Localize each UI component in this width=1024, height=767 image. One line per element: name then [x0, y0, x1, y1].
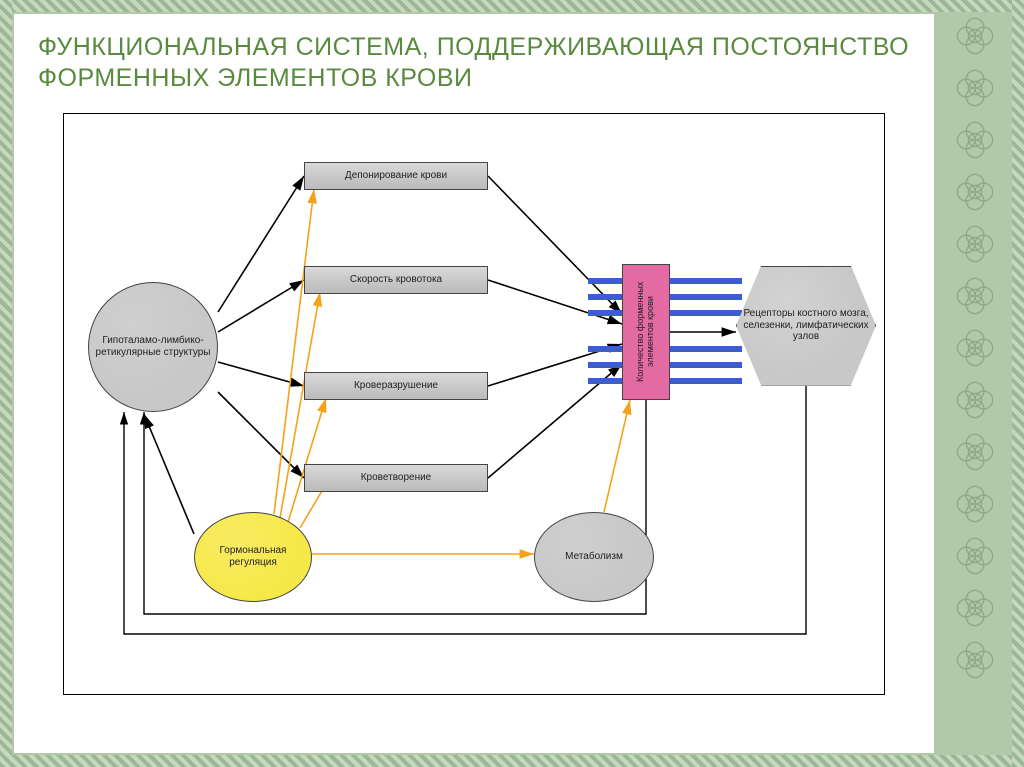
ornament-icon	[953, 482, 997, 526]
blue-band	[588, 294, 622, 300]
ornament-icon	[953, 14, 997, 58]
node-metabolism: Метаболизм	[534, 512, 654, 602]
node-label: Количество форменных элементов крови	[636, 268, 656, 396]
blue-band	[670, 278, 742, 284]
border-bottom	[0, 755, 1024, 767]
blue-band	[670, 294, 742, 300]
node-destruction: Кроверазрушение	[304, 372, 488, 400]
ornament-icon	[953, 430, 997, 474]
ornament-column	[940, 14, 1010, 753]
ornament-icon	[953, 326, 997, 370]
ornament-icon	[953, 586, 997, 630]
node-quantity: Количество форменных элементов крови	[622, 264, 670, 400]
blue-band	[588, 362, 622, 368]
blue-band	[670, 310, 742, 316]
ornament-icon	[953, 170, 997, 214]
blue-band	[588, 278, 622, 284]
node-receptors: Рецепторы костного мозга, селезенки, лим…	[736, 266, 876, 386]
ornament-icon	[953, 118, 997, 162]
blue-band	[670, 378, 742, 384]
border-left	[0, 0, 12, 767]
ornament-icon	[953, 638, 997, 682]
border-right	[1012, 0, 1024, 767]
blue-band	[670, 346, 742, 352]
node-speed: Скорость кровотока	[304, 266, 488, 294]
diagram: Гипоталамо-лимбико-ретикулярные структур…	[63, 113, 885, 695]
node-deposit: Депонирование крови	[304, 162, 488, 190]
diagram-edges	[64, 114, 884, 694]
node-hypothalamo: Гипоталамо-лимбико-ретикулярные структур…	[88, 282, 218, 412]
ornament-icon	[953, 378, 997, 422]
ornament-icon	[953, 534, 997, 578]
ornament-icon	[953, 274, 997, 318]
border-top	[0, 0, 1024, 12]
slide-title: ФУНКЦИОНАЛЬНАЯ СИСТЕМА, ПОДДЕРЖИВАЮЩАЯ П…	[38, 32, 910, 95]
blue-band	[670, 362, 742, 368]
blue-band	[588, 310, 622, 316]
slide-content: ФУНКЦИОНАЛЬНАЯ СИСТЕМА, ПОДДЕРЖИВАЮЩАЯ П…	[14, 14, 934, 753]
node-hormonal: Гормональная регуляция	[194, 512, 312, 602]
blue-band	[588, 346, 622, 352]
ornament-icon	[953, 66, 997, 110]
blue-band	[588, 378, 622, 384]
ornament-icon	[953, 222, 997, 266]
node-hematopoiesis: Кроветворение	[304, 464, 488, 492]
